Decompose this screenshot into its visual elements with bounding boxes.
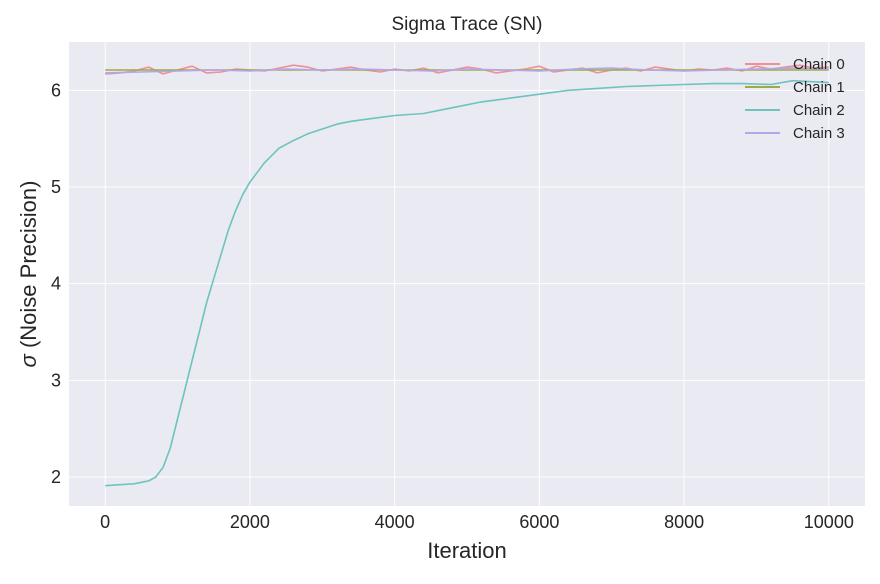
y-axis-label-text: (Noise Precision): [16, 181, 41, 355]
series-line-chain-3: [105, 67, 829, 74]
y-tick-label: 2: [51, 467, 61, 487]
y-axis-label-symbol: σ: [16, 353, 41, 367]
x-tick-label: 0: [100, 512, 110, 532]
legend-label: Chain 3: [793, 125, 845, 142]
y-tick-label: 5: [51, 177, 61, 197]
y-axis-label: σ (Noise Precision): [16, 181, 41, 368]
x-tick-label: 10000: [804, 512, 854, 532]
x-tick-label: 8000: [664, 512, 704, 532]
legend-label: Chain 2: [793, 102, 845, 119]
series-line-chain-2: [105, 79, 829, 487]
legend-item: Chain 0: [745, 56, 845, 73]
y-tick-label: 3: [51, 370, 61, 390]
legend-item: Chain 3: [745, 125, 845, 142]
x-tick-label: 2000: [230, 512, 270, 532]
tick-labels: 0 2000 4000 6000 8000 10000 2 3 4 5 6: [51, 80, 854, 532]
legend: Chain 0 Chain 1 Chain 2 Chain 3: [745, 56, 845, 142]
series-layer: [105, 64, 829, 487]
plot-area: [69, 42, 865, 506]
legend-label: Chain 0: [793, 56, 845, 73]
x-tick-label: 4000: [375, 512, 415, 532]
legend-item: Chain 2: [745, 102, 845, 119]
legend-label: Chain 1: [793, 79, 845, 96]
chart-title: Sigma Trace (SN): [392, 14, 543, 35]
x-axis-label: Iteration: [427, 538, 507, 563]
grid-lines: [69, 42, 865, 506]
x-tick-label: 6000: [519, 512, 559, 532]
y-tick-label: 6: [51, 80, 61, 100]
legend-item: Chain 1: [745, 79, 845, 96]
y-tick-label: 4: [51, 274, 61, 294]
